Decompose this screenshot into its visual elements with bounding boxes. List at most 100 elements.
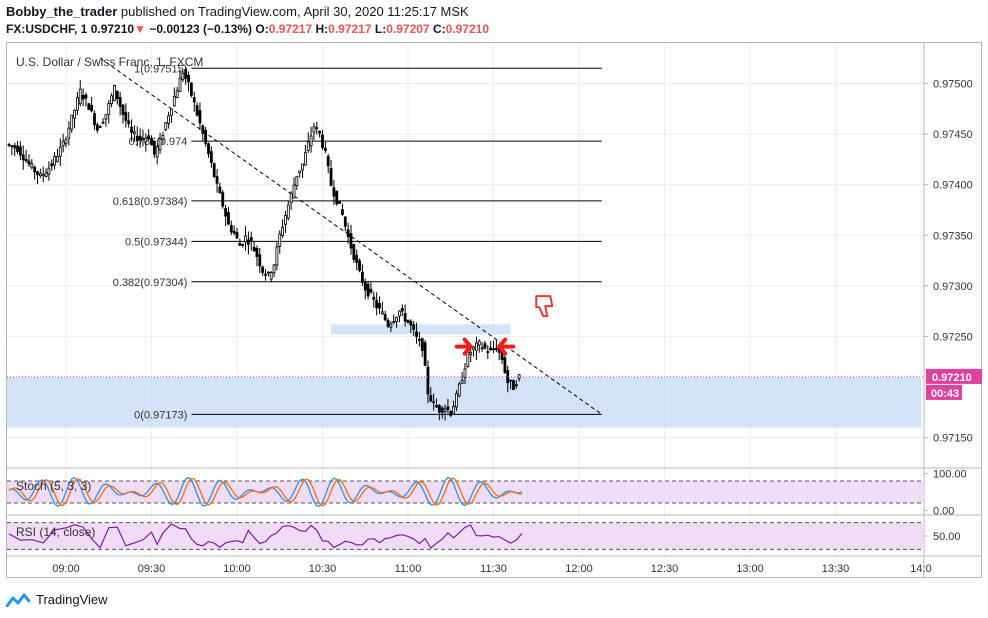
candle-body [292,184,296,199]
candle-body [261,266,265,274]
price-change: −0.00123 (−0.13%) [149,22,253,36]
symbol-ohlc-line: FX:USDCHF, 1 0.97210▼ −0.00123 (−0.13%) … [6,22,489,36]
footer-brand[interactable]: TradingView [6,592,108,607]
candle-body [335,190,339,205]
footer-brand-text: TradingView [36,592,108,607]
candle-body [252,246,256,252]
stoch-y-tick-label: 0.00 [933,505,954,517]
candle-body [400,307,404,312]
candle-body [378,302,381,309]
candle-body [278,233,282,247]
candle-body [158,138,162,151]
candle-body [255,247,259,257]
candle-body [432,401,436,404]
candle-body [452,406,456,414]
candle-body [332,187,336,197]
candle-body [235,232,239,239]
candle-body [258,254,262,267]
candle-body [366,283,370,297]
candle-body [406,319,410,323]
author-name[interactable]: Bobby_the_trader [6,4,118,19]
candle-body [36,171,39,176]
rsi-y-tick-label: 50.00 [933,531,961,543]
candle-body [375,300,379,309]
current-price-label: 0.97210 [932,372,972,384]
candle-body [346,229,350,238]
candle-body [98,126,102,129]
candle-body [301,163,304,171]
candle-body [212,163,216,177]
ohlc-close-label: C: [432,22,446,36]
candle-body [81,95,85,100]
candle-body [486,351,490,353]
candle-body [284,215,287,225]
candle-body [58,146,62,157]
ohlc-low-label: L: [374,22,387,36]
candle-body [477,340,481,346]
fib-level-label: 1(0.97515) [134,63,187,75]
candle-body [144,137,148,143]
candle-body [295,175,299,186]
x-tick-label: 09:00 [52,563,80,575]
candle-body [281,226,285,236]
candle-body [303,152,307,166]
x-tick-label: 11:30 [480,563,507,575]
candle-body [286,204,290,219]
candle-body [318,130,322,134]
candle-body [326,156,330,167]
candle-body [412,324,416,330]
stoch-k-line [8,476,523,508]
candle-body [78,88,82,105]
candle-body [417,338,421,341]
candle-body [150,138,153,146]
candle-body [437,405,441,413]
ohlc-high: 0.97217 [328,22,372,36]
candle-body [138,135,142,141]
candle-body [192,97,196,103]
candle-body [198,110,202,124]
ohlc-open-label: O: [255,22,269,36]
candle-body [27,160,31,165]
candle-body [420,338,424,351]
candle-body [440,407,444,413]
support-zone [7,376,921,428]
candle-body [514,384,518,387]
candle-body [195,105,199,116]
candle-body [360,271,364,283]
candle-body [474,342,478,351]
candle-body [207,143,210,155]
ohlc-open: 0.97217 [268,22,313,36]
x-tick-label: 12:00 [565,563,593,575]
candle-body [56,156,59,162]
stoch-d-line [8,477,523,507]
candle-body [170,108,173,116]
candle-body [315,127,319,130]
candle-body [93,113,96,126]
candle-body [238,242,242,246]
candle-body [343,216,347,227]
stoch-lines [8,476,523,508]
candle-body [227,212,230,225]
candle-body [349,233,353,249]
fib-level-label: 0.382(0.97304) [113,277,188,289]
candle-body [517,374,521,379]
candle-body [492,348,495,351]
candle-body [455,393,458,408]
candle-body [403,313,407,322]
candle-body [30,163,34,168]
candle-body [175,90,179,99]
candle-body [135,135,139,142]
stoch-band-bg [7,481,924,503]
candle-body [229,225,233,233]
candle-body [13,145,17,149]
rsi-label: RSI (14, close) [16,525,95,539]
candle-body [443,408,447,412]
candle-body [107,103,111,115]
candle-body [355,255,359,263]
candle-body [463,368,467,378]
candle-body [415,331,418,337]
thumbs-down-icon [535,295,554,318]
candle-body [178,77,182,92]
fib-level-label: 0.618(0.97384) [113,196,188,208]
